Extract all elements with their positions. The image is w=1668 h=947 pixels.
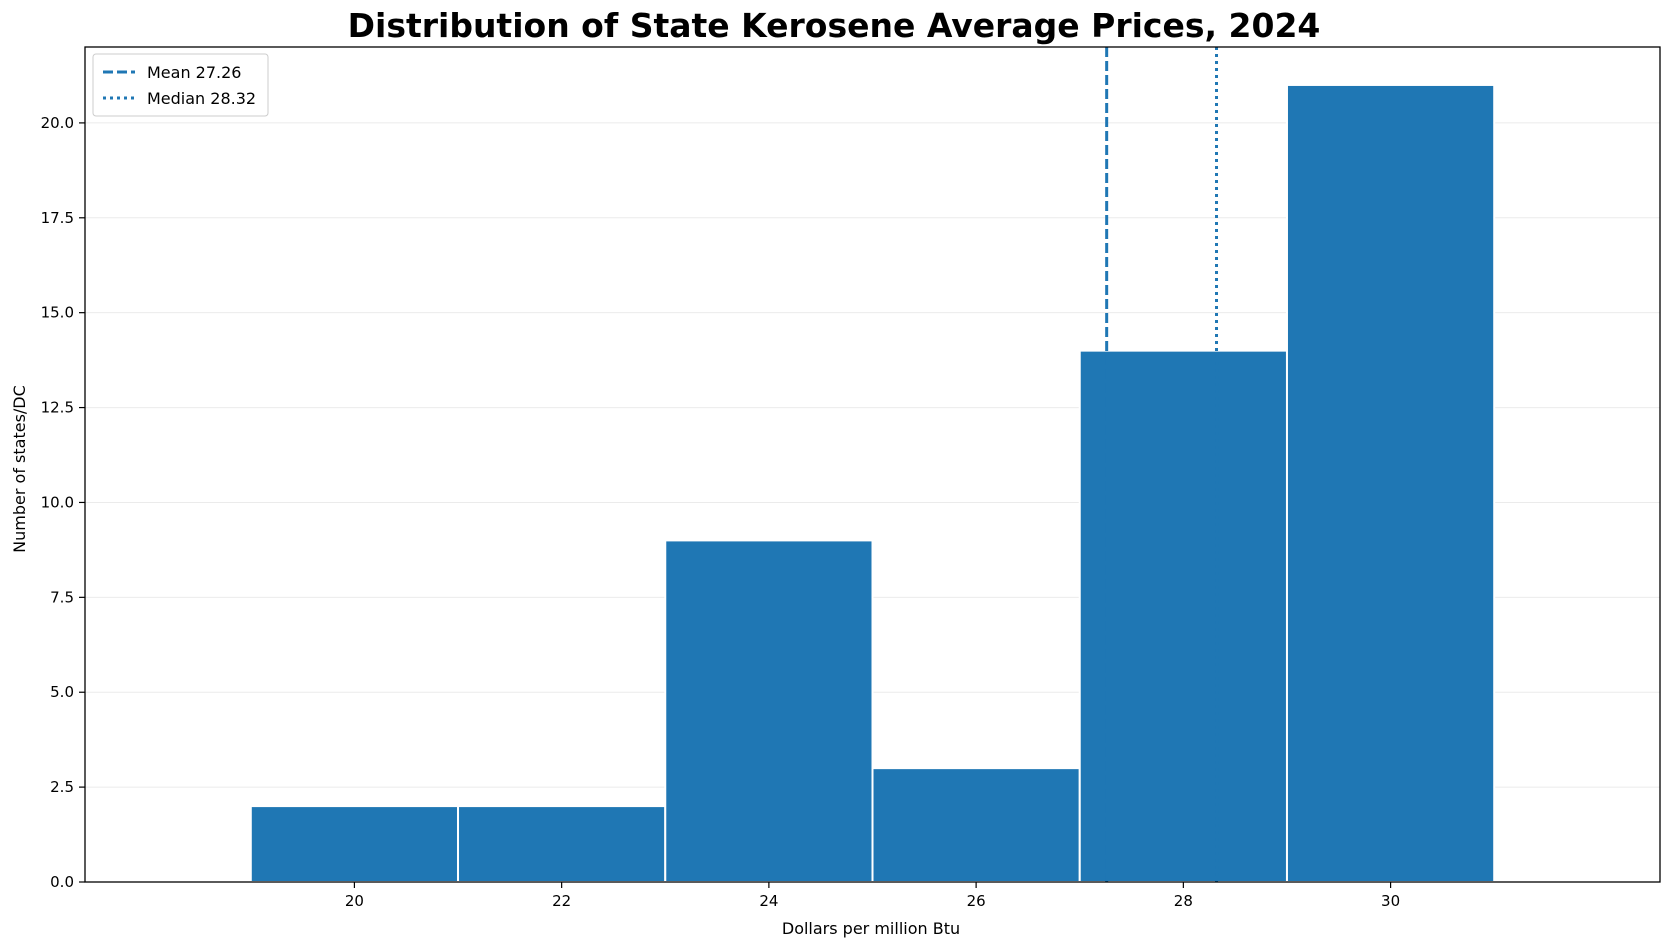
bar-29-31 xyxy=(1285,83,1496,884)
chart-title: Distribution of State Kerosene Average P… xyxy=(348,6,1321,45)
y-tick-label-5: 12.5 xyxy=(41,399,74,417)
bar-25-27 xyxy=(871,767,1081,883)
x-tick-label-24: 24 xyxy=(759,892,778,910)
x-tick-label-22: 22 xyxy=(552,892,571,910)
bar-23-25 xyxy=(664,539,874,884)
y-tick-label-7: 17.5 xyxy=(41,209,74,227)
y-tick-label-8: 20.0 xyxy=(41,114,74,132)
y-tick-label-1: 2.5 xyxy=(50,778,74,796)
axes: 20 22 24 26 28 30 0.0 2.5 5.0 7.5 10.0 12.5 15.0 17.5… xyxy=(41,46,1661,910)
y-tick-label-4: 10.0 xyxy=(41,493,74,511)
legend-label-median: Median 28.32 xyxy=(147,89,256,108)
legend: Mean 27.26 Median 28.32 xyxy=(92,53,269,117)
bar-19-21 xyxy=(249,805,460,883)
bar-27-29 xyxy=(1078,349,1288,883)
y-tick-label-3: 7.5 xyxy=(50,588,74,606)
reference-lines xyxy=(1105,47,1219,882)
x-tick-label-28: 28 xyxy=(1174,892,1193,910)
plot-frame xyxy=(84,46,1661,883)
y-tick-label-6: 15.0 xyxy=(41,304,74,322)
x-tick-label-20: 20 xyxy=(345,892,364,910)
y-tick-label-0: 0.0 xyxy=(50,873,74,891)
x-axis-label: Dollars per million Btu xyxy=(782,919,960,938)
y-axis-label: Number of states/DC xyxy=(10,385,29,553)
x-tick-label-30: 30 xyxy=(1381,892,1400,910)
legend-label-mean: Mean 27.26 xyxy=(147,63,241,82)
histogram-bars xyxy=(249,83,1496,884)
y-tick-label-2: 5.0 xyxy=(50,683,74,701)
bar-21-23 xyxy=(457,805,667,883)
x-tick-label-26: 26 xyxy=(967,892,986,910)
legend-box xyxy=(92,53,269,117)
